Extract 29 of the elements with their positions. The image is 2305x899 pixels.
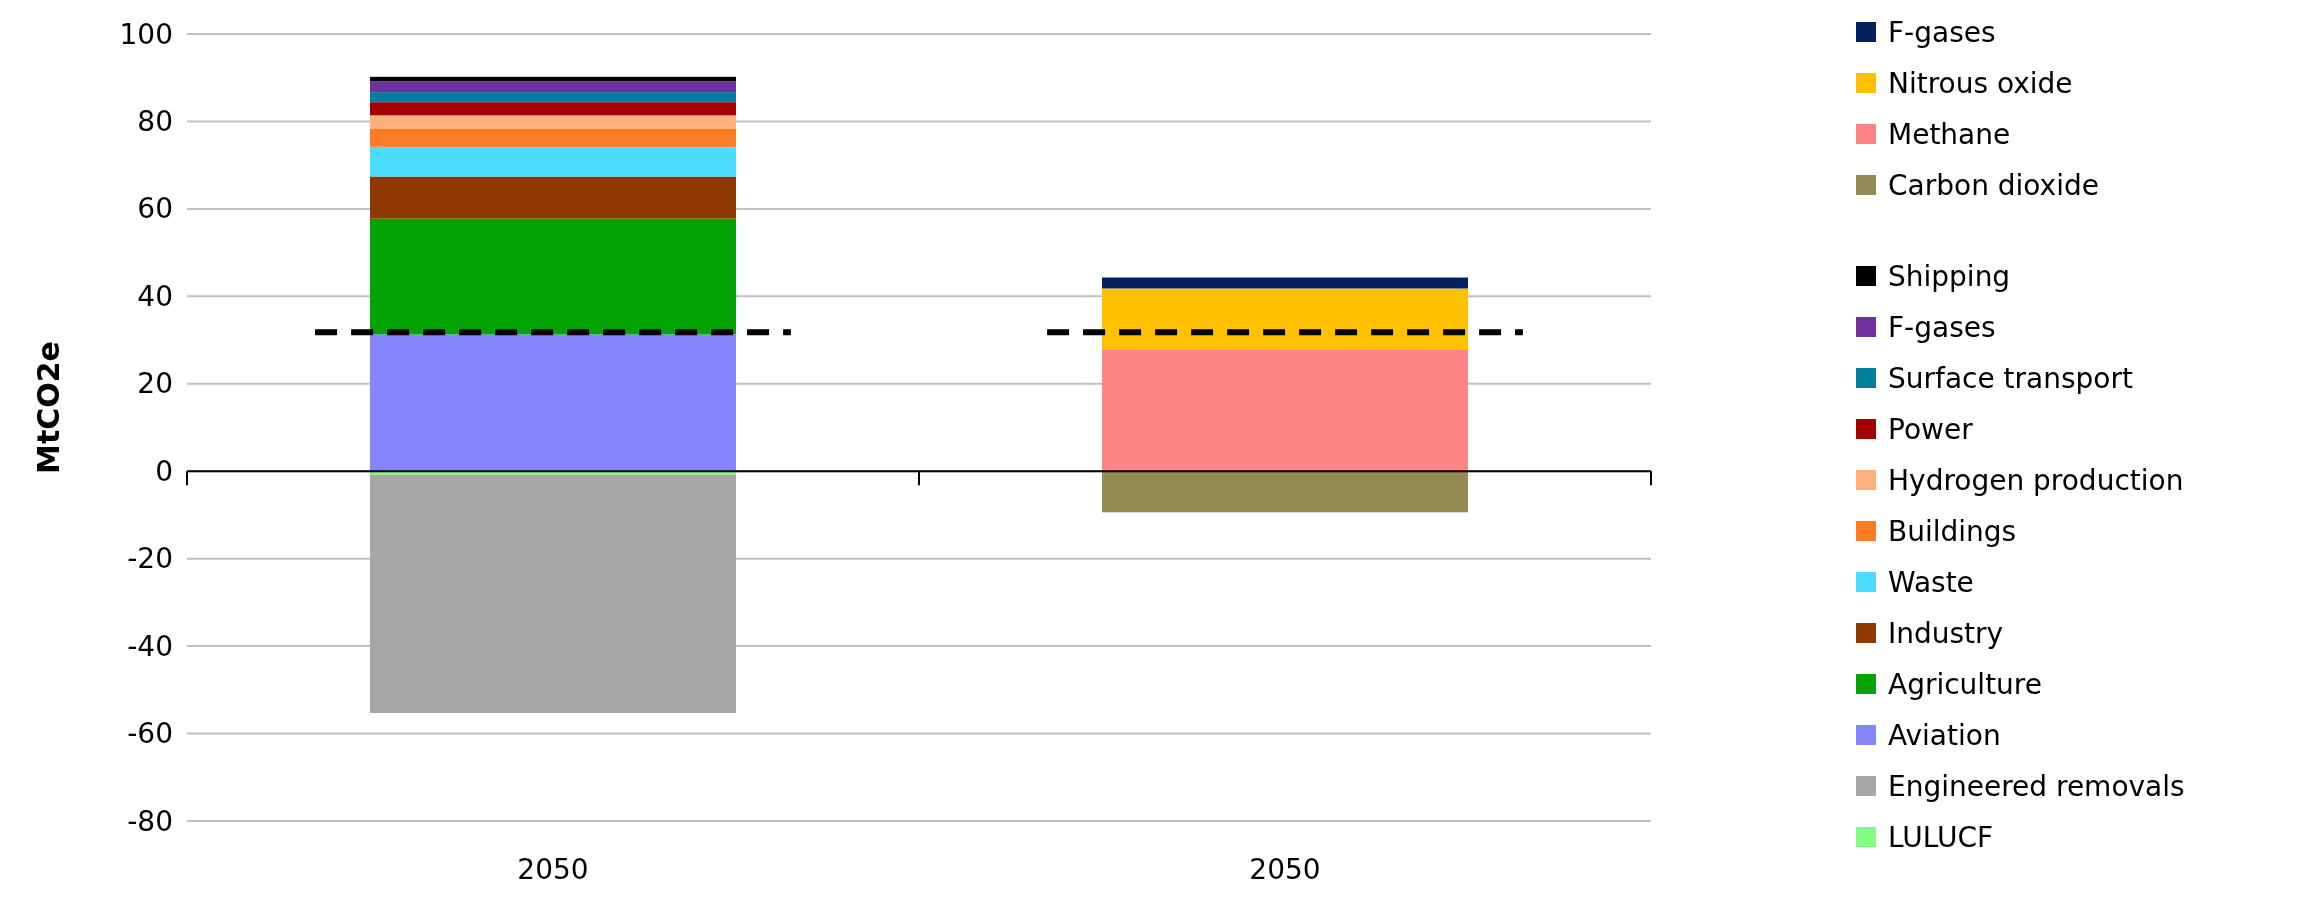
x-tick-label: 2050 [517, 852, 589, 886]
legend-label: Waste [1888, 565, 1974, 599]
legend-label: LULUCF [1888, 820, 1994, 854]
y-axis-title: MtCO2e [30, 341, 66, 474]
x-tick-label: 2050 [1249, 852, 1321, 886]
legend-label: Industry [1888, 616, 2004, 650]
y-tick-label: 40 [137, 279, 173, 313]
y-tick-label: 0 [155, 454, 173, 488]
y-tick-label: -20 [127, 542, 173, 576]
y-tick-label: 80 [137, 104, 173, 138]
y-tick-label: 60 [137, 192, 173, 226]
y-tick-label: 20 [137, 367, 173, 401]
legend-label: Engineered removals [1888, 769, 2185, 803]
legend-label: F-gases [1888, 310, 1996, 344]
legend-label: Power [1888, 412, 1974, 446]
legend-label: Nitrous oxide [1888, 66, 2073, 100]
legend-label: Shipping [1888, 259, 2011, 293]
legend-label: F-gases [1888, 15, 1996, 49]
legend-label: Carbon dioxide [1888, 168, 2099, 202]
y-tick-label: 100 [119, 17, 173, 51]
y-tick-label: -60 [127, 717, 173, 751]
legend-label: Aviation [1888, 718, 2001, 752]
legend-label: Methane [1888, 117, 2011, 151]
legend-label: Hydrogen production [1888, 463, 2184, 497]
y-tick-label: -80 [127, 804, 173, 838]
legend-label: Buildings [1888, 514, 2017, 548]
y-tick-label: -40 [127, 629, 173, 663]
legend-label: Agriculture [1888, 667, 2042, 701]
legend-label: Surface transport [1888, 361, 2133, 395]
